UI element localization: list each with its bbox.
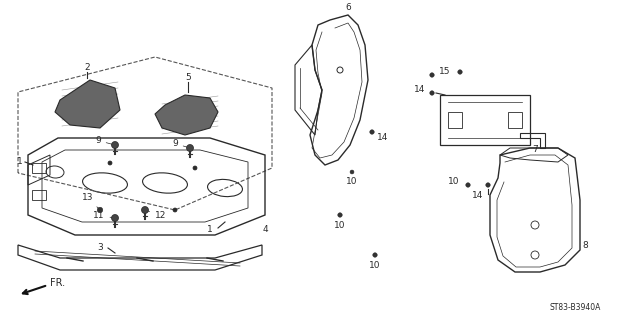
- Circle shape: [97, 207, 103, 213]
- Circle shape: [370, 130, 374, 134]
- Polygon shape: [155, 95, 218, 135]
- Circle shape: [486, 183, 490, 187]
- Bar: [508, 112, 522, 128]
- Circle shape: [430, 73, 434, 77]
- Circle shape: [186, 145, 193, 152]
- Text: 9: 9: [172, 139, 188, 148]
- Circle shape: [111, 214, 118, 221]
- Text: 6: 6: [345, 4, 351, 12]
- Circle shape: [173, 208, 177, 212]
- Circle shape: [350, 170, 354, 174]
- Circle shape: [338, 213, 342, 217]
- Text: 14: 14: [472, 190, 484, 199]
- Text: 14: 14: [414, 85, 426, 94]
- Text: 10: 10: [369, 261, 381, 270]
- Text: 1: 1: [207, 226, 213, 234]
- Circle shape: [108, 161, 112, 165]
- Circle shape: [430, 91, 434, 95]
- Circle shape: [466, 183, 470, 187]
- Text: 7: 7: [532, 145, 538, 154]
- Text: 10: 10: [334, 221, 346, 231]
- Circle shape: [193, 166, 197, 170]
- Text: 10: 10: [448, 177, 460, 187]
- Text: 13: 13: [82, 193, 98, 208]
- Circle shape: [141, 206, 148, 213]
- Text: 4: 4: [262, 226, 268, 234]
- Text: 15: 15: [439, 68, 451, 77]
- Text: 14: 14: [378, 133, 388, 143]
- Text: 9: 9: [95, 136, 112, 145]
- Text: 3: 3: [97, 243, 103, 253]
- Text: FR.: FR.: [51, 278, 65, 288]
- Polygon shape: [55, 80, 120, 128]
- Text: ST83-B3940A: ST83-B3940A: [549, 303, 601, 313]
- Text: 11: 11: [93, 211, 112, 220]
- Text: 5: 5: [185, 72, 191, 81]
- Text: 10: 10: [346, 177, 358, 187]
- Bar: [448, 112, 462, 128]
- Circle shape: [111, 142, 118, 149]
- Text: 1: 1: [17, 158, 23, 167]
- Circle shape: [372, 253, 377, 257]
- Text: 2: 2: [84, 63, 90, 71]
- Circle shape: [458, 70, 462, 74]
- Text: 12: 12: [148, 211, 166, 220]
- Text: 8: 8: [582, 241, 588, 249]
